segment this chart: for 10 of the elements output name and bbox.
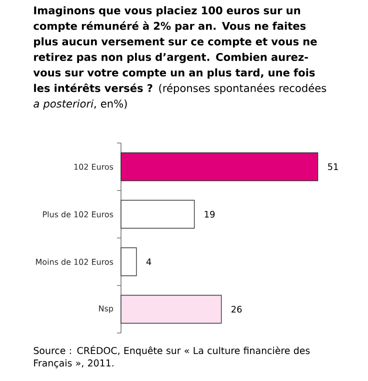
source-note: Source : CRÉDOC, Enquête sur « La culture financière des Français », 2011.: [34, 345, 310, 368]
chart-title: Imaginons que vous placiez 100 euros sur un compte rémunéré à 2% par an. Vous ne faites plus aucun versement sur ce compte et vous ne retirez pas non plus d’argent. Combien aurez-vous sur votre compte un an plus tard, une fois les intérêts versés ? (réponses spontanées recodées a posteriori, en%): [33, 6, 326, 110]
bar: [120, 152, 318, 182]
bar: [120, 247, 137, 276]
bar: [120, 294, 222, 324]
data-label: 26: [232, 306, 242, 313]
bar: [120, 200, 195, 229]
data-label: 19: [204, 210, 215, 218]
data-label: 51: [328, 163, 338, 170]
data-label: 4: [146, 258, 152, 266]
